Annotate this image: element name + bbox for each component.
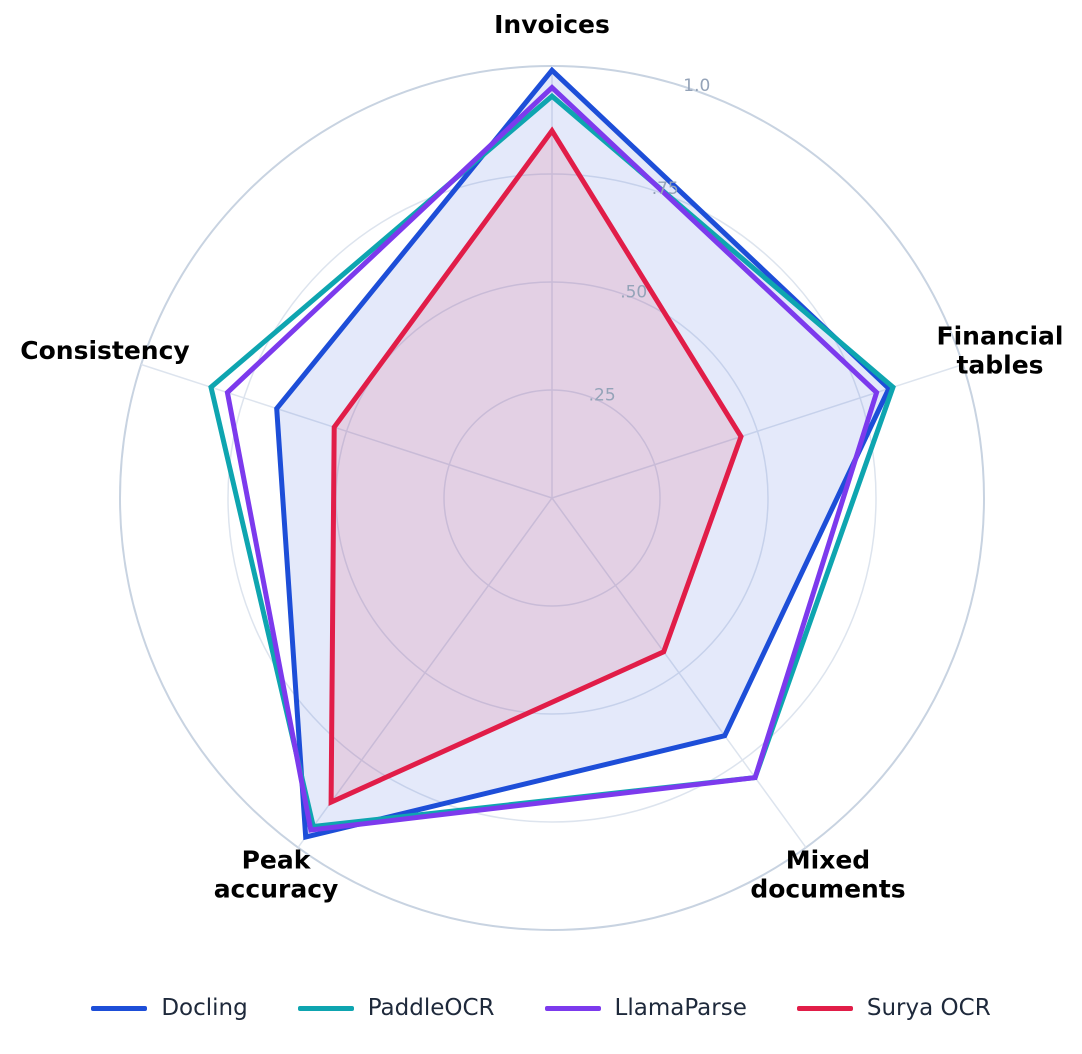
legend-swatch: [297, 1005, 354, 1011]
axis-label-4: Peak accuracy: [214, 846, 339, 904]
radar-chart: .25 .50 .75 1.0 Invoices Financial tables Mixe…: [20, 10, 1063, 931]
spoke-3: [551, 497, 807, 848]
legend-item-2: PaddleOCR: [297, 995, 495, 1021]
legend-label: Surya OCR: [866, 995, 991, 1021]
tick-label-2: .50: [620, 282, 647, 302]
radar-series: [208, 66, 896, 841]
axis-label-2: Financial tables: [937, 322, 1064, 380]
axis-label-1: Invoices: [494, 10, 610, 39]
legend-swatch: [544, 1005, 601, 1011]
legend-label: Docling: [161, 995, 248, 1021]
series-line-4: [328, 126, 744, 806]
series-line-3: [224, 84, 880, 833]
legend-label: LlamaParse: [614, 995, 747, 1021]
axis-labels: Invoices Financial tables Mixed documents Pea…: [20, 10, 1063, 904]
radial-tick-labels: .25 .50 .75 1.0: [589, 76, 711, 406]
legend-item-4: Surya OCR: [796, 995, 991, 1021]
chart-legend: Docling PaddleOCR LlamaParse Surya OCR: [0, 995, 1082, 1021]
series-area-4: [331, 130, 741, 803]
legend-label: PaddleOCR: [367, 995, 495, 1021]
legend-item-3: LlamaParse: [544, 995, 747, 1021]
axis-label-3: Mixed documents: [750, 846, 905, 904]
tick-label-4: 1.0: [683, 76, 710, 96]
axis-label-5: Consistency: [20, 336, 189, 365]
tick-label-3: .75: [652, 179, 679, 199]
legend-swatch: [796, 1005, 853, 1011]
tick-label-1: .25: [589, 386, 616, 406]
legend-item-1: Docling: [91, 995, 248, 1021]
spoke-4: [297, 497, 553, 848]
legend-swatch: [91, 1005, 148, 1011]
